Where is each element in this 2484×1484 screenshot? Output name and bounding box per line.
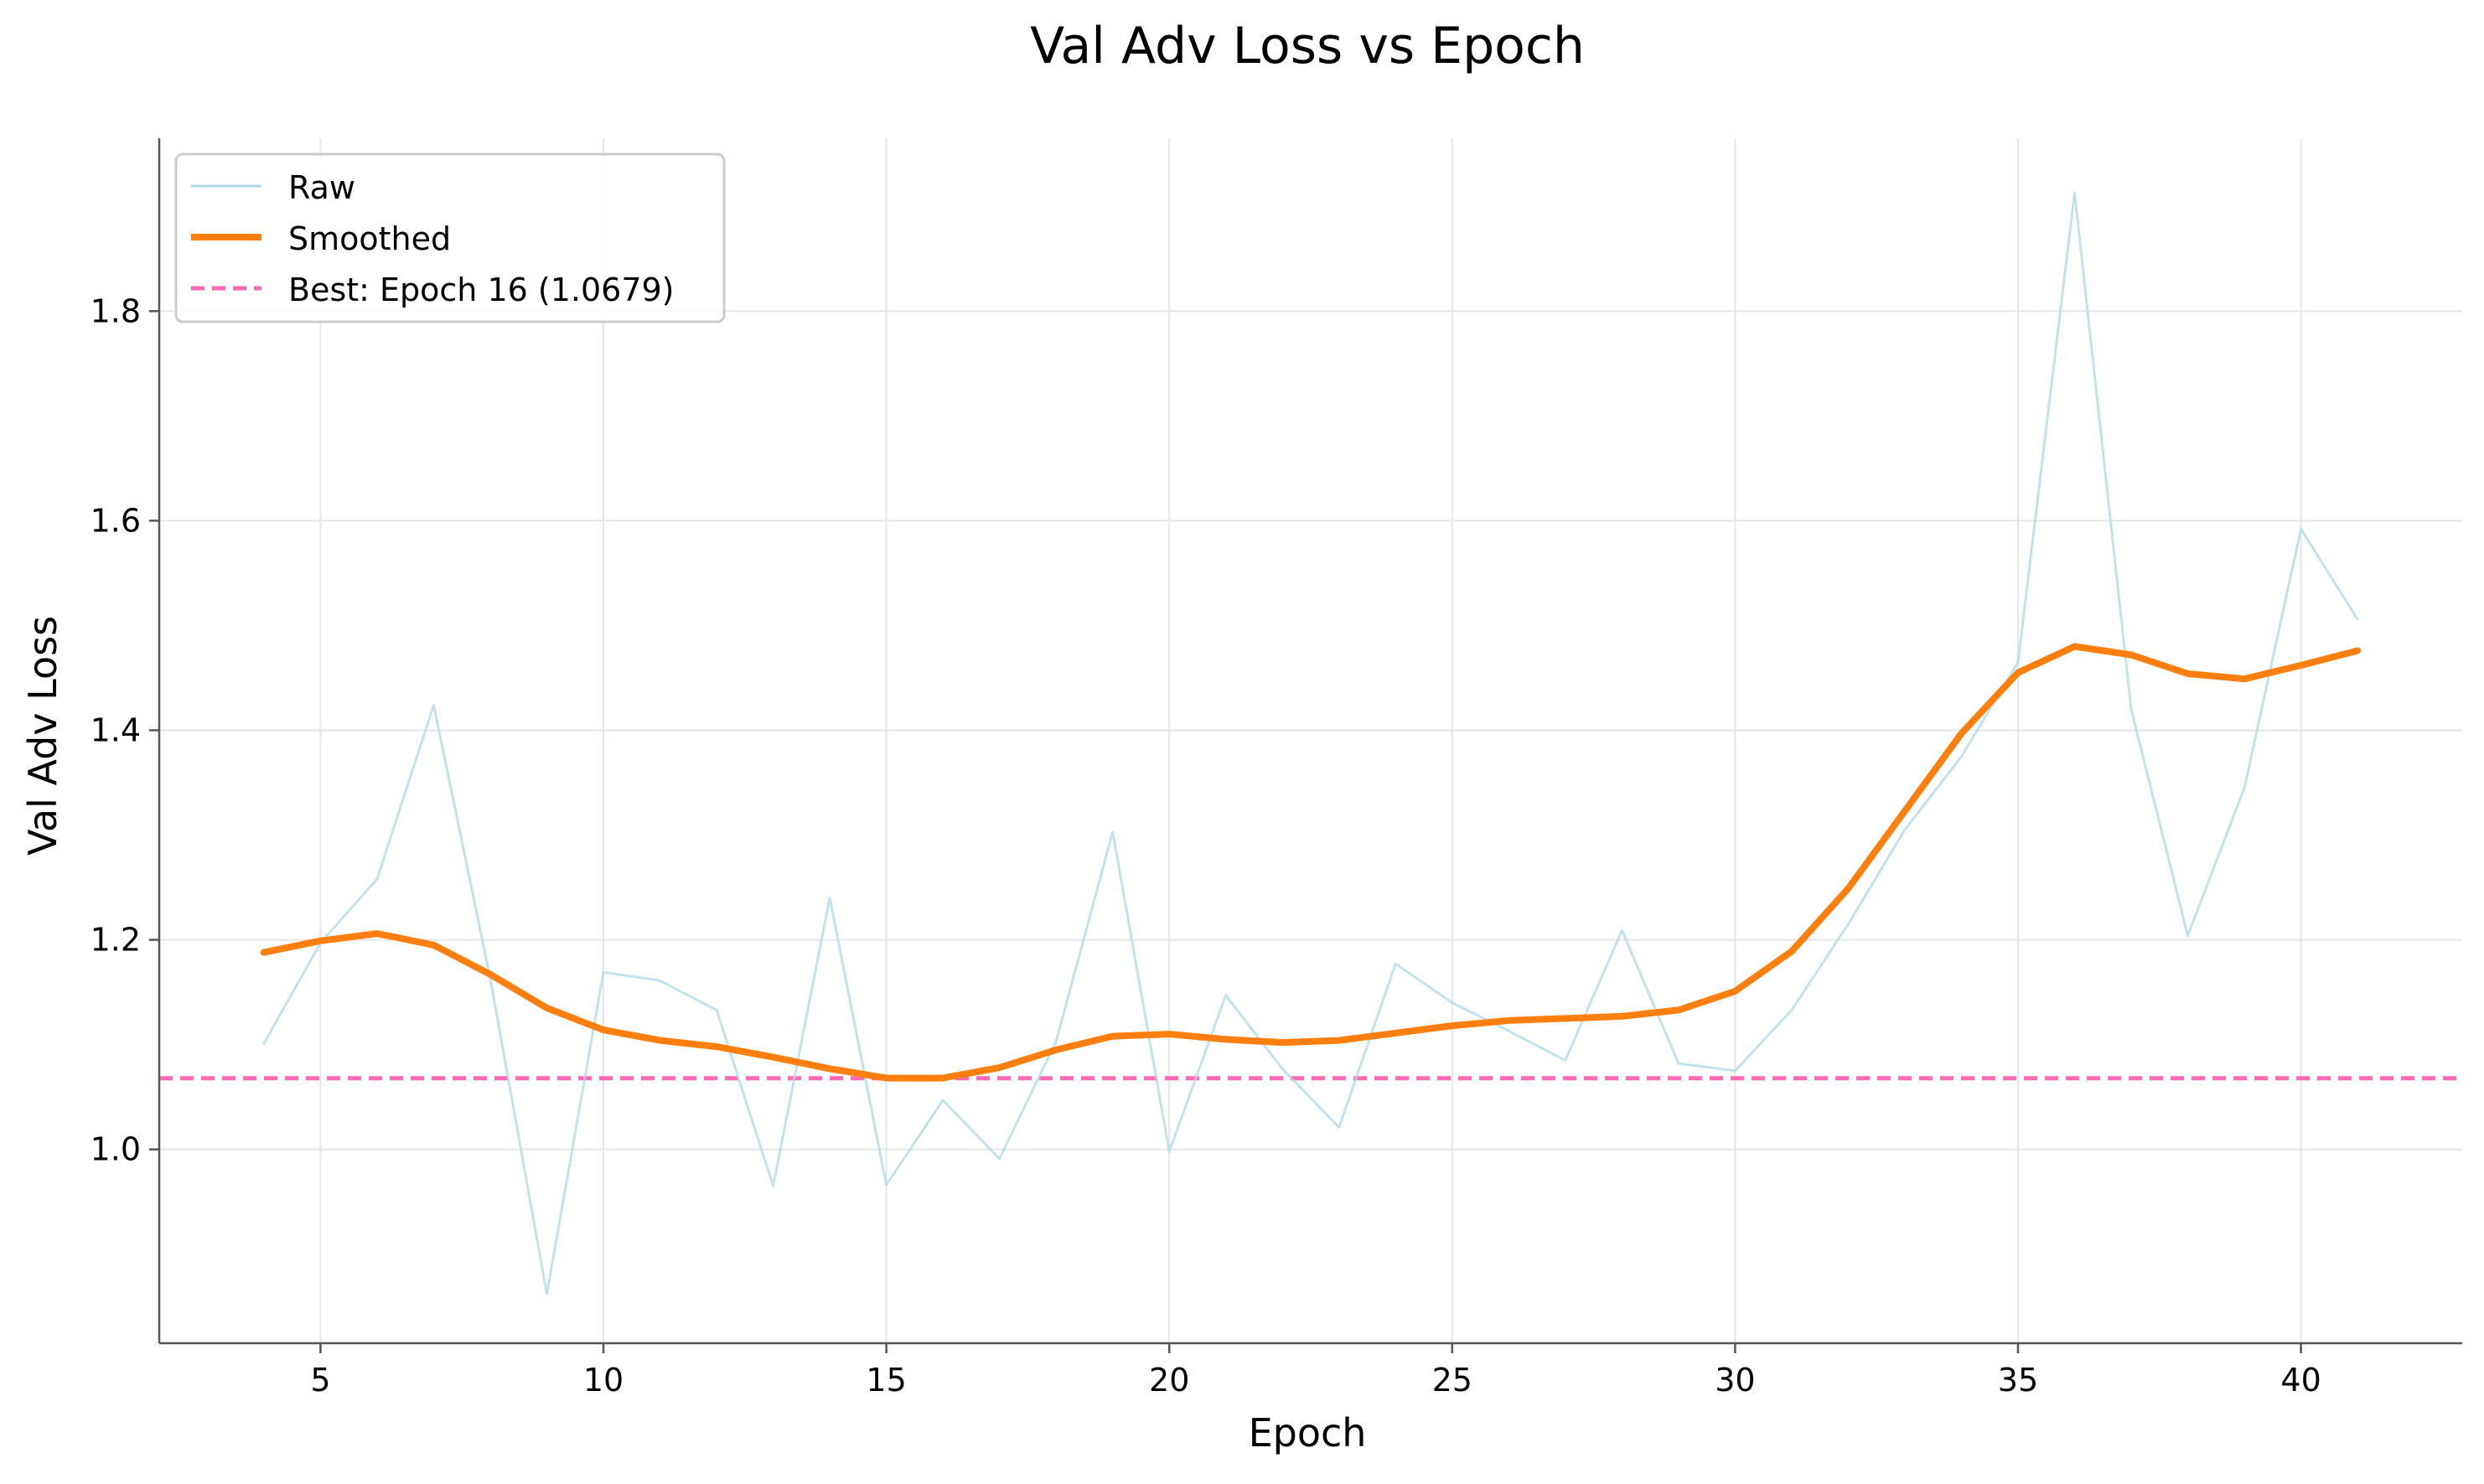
series-layer <box>260 191 2362 1295</box>
y-axis-label: Val Adv Loss <box>20 616 65 856</box>
axes <box>158 138 2462 1345</box>
x-axis-label: Epoch <box>1249 1410 1367 1456</box>
x-tick-label: 30 <box>1715 1362 1755 1399</box>
y-tick-label: 1.6 <box>91 502 141 539</box>
legend-label-best: Best: Epoch 16 (1.0679) <box>288 271 675 308</box>
x-tick-label: 25 <box>1432 1362 1472 1399</box>
x-tick-label: 15 <box>866 1362 906 1399</box>
x-tick-label: 10 <box>583 1362 624 1399</box>
legend-box <box>174 153 726 323</box>
x-tick-label: 5 <box>310 1362 330 1399</box>
chart-title: Val Adv Loss vs Epoch <box>1030 17 1585 75</box>
y-tick-label: 1.0 <box>91 1131 141 1168</box>
legend: Raw Smoothed Best: Epoch 16 (1.0679) <box>174 153 726 323</box>
y-axis-ticks: 1.0 1.2 1.4 1.6 1.8 <box>91 292 159 1168</box>
y-tick-label: 1.4 <box>91 711 141 748</box>
grid-lines <box>159 138 2462 1343</box>
x-tick-label: 35 <box>1998 1362 2038 1399</box>
x-tick-label: 40 <box>2280 1362 2321 1399</box>
legend-label-raw: Raw <box>288 169 355 206</box>
y-tick-label: 1.8 <box>91 292 141 329</box>
raw-series-line <box>262 191 2359 1295</box>
legend-label-smoothed: Smoothed <box>288 220 451 257</box>
smoothed-series-line <box>260 643 2362 1082</box>
x-axis-ticks: 5 10 15 20 25 30 35 40 <box>310 1343 2321 1399</box>
y-tick-label: 1.2 <box>91 922 141 959</box>
x-tick-label: 20 <box>1149 1362 1189 1399</box>
